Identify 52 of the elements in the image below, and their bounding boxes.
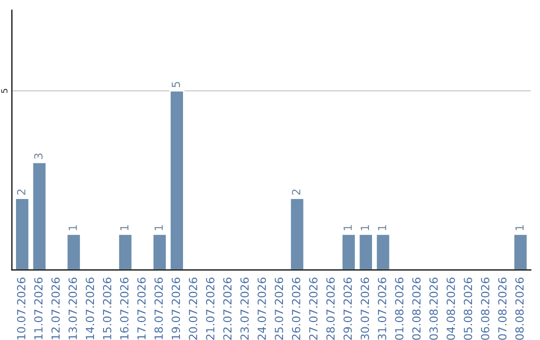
x-tick-label: 21.07.2026 bbox=[206, 278, 214, 340]
x-tick-label: 14.07.2026 bbox=[86, 278, 94, 340]
bar bbox=[341, 233, 356, 270]
bar bbox=[512, 233, 528, 270]
x-tick-label: 05.08.2026 bbox=[464, 278, 472, 340]
x-tick-label: 24.07.2026 bbox=[258, 278, 266, 340]
x-tick-label: 29.07.2026 bbox=[343, 278, 352, 340]
x-tick-label: 16.07.2026 bbox=[120, 278, 129, 340]
x-tick-label: 02.08.2026 bbox=[412, 278, 421, 340]
x-tick-label: 20.07.2026 bbox=[188, 278, 198, 340]
bar bbox=[375, 233, 391, 270]
data-label: 3 bbox=[34, 154, 43, 159]
bar bbox=[152, 233, 168, 270]
bar bbox=[118, 233, 133, 270]
bar bbox=[290, 198, 305, 270]
x-tick-label: 17.07.2026 bbox=[137, 278, 146, 340]
x-tick-label: 06.08.2026 bbox=[480, 278, 490, 340]
data-label: 1 bbox=[68, 225, 77, 230]
x-tick-label: 07.08.2026 bbox=[498, 278, 507, 340]
data-label: 1 bbox=[515, 225, 524, 230]
data-label: 5 bbox=[172, 82, 180, 88]
x-tick-label: 23.07.2026 bbox=[240, 278, 249, 340]
bar bbox=[66, 233, 82, 270]
x-tick-label: 18.07.2026 bbox=[154, 278, 163, 340]
x-tick-label: 22.07.2026 bbox=[223, 278, 232, 340]
x-tick-label: 27.07.2026 bbox=[309, 278, 318, 340]
x-tick-label: 10.07.2026 bbox=[17, 278, 26, 340]
x-tick-label: 12.07.2026 bbox=[51, 278, 60, 340]
data-label: 2 bbox=[17, 190, 26, 195]
x-tick-label: 28.07.2026 bbox=[326, 278, 335, 340]
x-tick-label: 25.07.2026 bbox=[274, 278, 284, 340]
data-label: 2 bbox=[292, 190, 300, 195]
data-label: 1 bbox=[120, 225, 128, 230]
data-label: 1 bbox=[378, 225, 386, 230]
x-tick-label: 11.07.2026 bbox=[34, 278, 43, 340]
bar bbox=[32, 162, 47, 270]
x-tick-label: 03.08.2026 bbox=[429, 278, 438, 340]
x-tick-label: 19.07.2026 bbox=[172, 278, 180, 340]
x-tick-label: 04.08.2026 bbox=[446, 278, 455, 340]
bar bbox=[169, 90, 184, 270]
bar bbox=[14, 198, 30, 270]
x-tick-label: 31.07.2026 bbox=[378, 278, 386, 340]
x-tick-label: 26.07.2026 bbox=[292, 278, 300, 340]
data-label: 1 bbox=[360, 225, 369, 230]
data-label: 1 bbox=[344, 225, 352, 230]
bar bbox=[358, 233, 374, 270]
data-label: 1 bbox=[154, 225, 163, 230]
x-tick-label: 13.07.2026 bbox=[68, 278, 77, 340]
x-tick-label: 01.08.2026 bbox=[395, 278, 404, 340]
x-tick-label: 30.07.2026 bbox=[360, 278, 370, 340]
x-tick-label: 15.07.2026 bbox=[102, 278, 112, 340]
x-tick-label: 08.08.2026 bbox=[515, 278, 524, 340]
